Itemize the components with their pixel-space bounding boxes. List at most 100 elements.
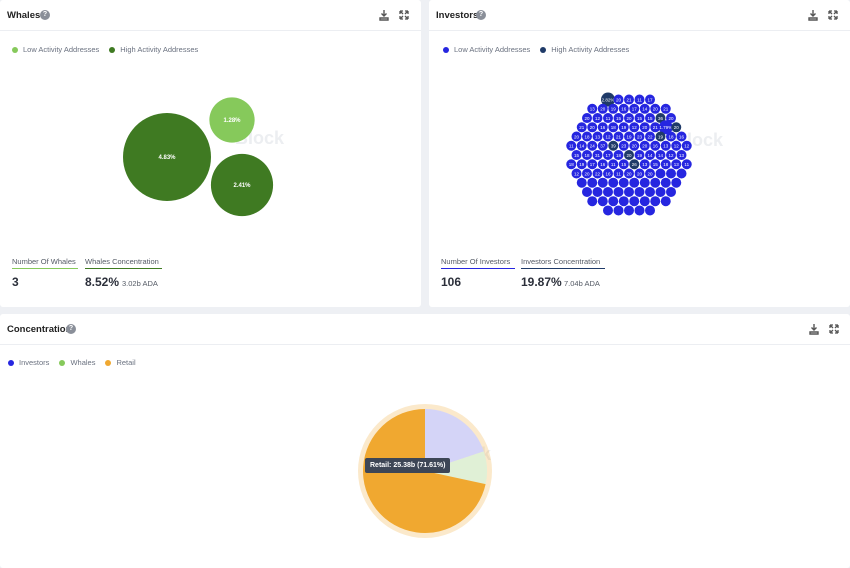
investor-bubble[interactable] xyxy=(618,196,629,207)
pie-slice-investors[interactable] xyxy=(425,409,484,471)
investor-bubble[interactable] xyxy=(634,168,645,179)
investor-bubble[interactable] xyxy=(618,122,629,133)
investor-bubble[interactable] xyxy=(639,177,650,188)
investor-bubble[interactable] xyxy=(666,131,676,142)
investor-bubble[interactable] xyxy=(634,131,645,142)
investor-bubble[interactable] xyxy=(650,122,661,133)
investor-bubble[interactable] xyxy=(576,177,587,188)
investor-bubble[interactable] xyxy=(576,140,587,151)
investor-bubble[interactable] xyxy=(660,103,671,114)
investor-bubble[interactable] xyxy=(660,196,671,207)
legend-item-high-activity[interactable]: High Activity Addresses xyxy=(540,45,629,54)
investor-bubble[interactable] xyxy=(629,122,640,133)
investor-bubble[interactable] xyxy=(603,113,613,124)
investor-bubble[interactable] xyxy=(592,150,603,160)
legend-item-high-activity[interactable]: High Activity Addresses xyxy=(109,45,198,54)
investor-bubble[interactable] xyxy=(639,196,650,207)
download-icon[interactable] xyxy=(807,9,819,21)
investor-bubble[interactable] xyxy=(650,159,661,170)
investor-bubble[interactable] xyxy=(634,94,645,105)
legend-item-whales[interactable]: Whales xyxy=(59,358,95,367)
investor-bubble[interactable] xyxy=(571,131,582,142)
investor-bubble[interactable] xyxy=(671,122,682,133)
investor-bubble[interactable] xyxy=(613,150,624,160)
investor-bubble[interactable] xyxy=(608,103,619,114)
investor-bubble[interactable] xyxy=(608,122,619,133)
investor-bubble[interactable] xyxy=(613,168,624,179)
investor-bubble[interactable] xyxy=(681,159,692,170)
investor-bubble[interactable] xyxy=(571,168,582,179)
whale-bubble[interactable] xyxy=(210,153,274,217)
investor-bubble[interactable] xyxy=(613,131,624,142)
investor-bubble[interactable] xyxy=(571,150,582,160)
investor-bubble[interactable] xyxy=(624,205,634,216)
investor-bubble[interactable] xyxy=(624,168,634,179)
investor-bubble[interactable] xyxy=(650,177,661,188)
investor-bubble[interactable] xyxy=(603,168,613,179)
investor-bubble[interactable] xyxy=(655,113,666,124)
investor-bubble[interactable] xyxy=(650,103,661,114)
legend-item-low-activity[interactable]: Low Activity Addresses xyxy=(12,45,99,54)
investor-bubble[interactable] xyxy=(624,186,634,197)
investor-bubble[interactable] xyxy=(618,159,629,170)
investor-bubble[interactable] xyxy=(671,177,682,188)
legend-item-retail[interactable]: Retail xyxy=(105,358,136,367)
investor-bubble[interactable] xyxy=(587,140,598,151)
expand-icon[interactable] xyxy=(828,323,840,335)
help-icon[interactable]: ? xyxy=(40,10,50,20)
investor-bubble[interactable] xyxy=(660,159,671,170)
investor-bubble[interactable] xyxy=(660,140,671,151)
investor-bubble[interactable] xyxy=(576,159,587,170)
investor-bubble[interactable] xyxy=(645,94,655,105)
investor-bubble[interactable] xyxy=(624,150,634,160)
investor-bubble[interactable] xyxy=(597,159,608,170)
investor-bubble[interactable] xyxy=(613,205,624,216)
investor-bubble[interactable] xyxy=(592,131,603,142)
investor-bubble[interactable] xyxy=(639,140,650,151)
investor-bubble[interactable] xyxy=(629,103,640,114)
investor-bubble[interactable] xyxy=(608,140,619,151)
investor-bubble[interactable] xyxy=(608,159,619,170)
investor-bubble[interactable] xyxy=(645,131,655,142)
investor-bubble[interactable] xyxy=(603,205,613,216)
investor-bubble[interactable] xyxy=(650,196,661,207)
investor-bubble[interactable] xyxy=(576,122,587,133)
investor-bubble[interactable] xyxy=(566,140,577,151)
help-icon[interactable]: ? xyxy=(476,10,486,20)
investor-bubble[interactable] xyxy=(603,186,613,197)
investor-bubble[interactable] xyxy=(655,186,666,197)
download-icon[interactable] xyxy=(808,323,820,335)
investor-bubble[interactable] xyxy=(660,177,671,188)
whale-bubble[interactable] xyxy=(209,97,255,143)
expand-icon[interactable] xyxy=(827,9,839,21)
investor-bubble[interactable] xyxy=(639,103,650,114)
investor-bubble[interactable] xyxy=(629,196,640,207)
investor-bubble[interactable] xyxy=(582,186,592,197)
investor-bubble[interactable] xyxy=(566,159,577,170)
investor-bubble[interactable] xyxy=(624,94,634,105)
investor-bubble[interactable] xyxy=(613,94,624,105)
investor-bubble[interactable] xyxy=(582,131,592,142)
legend-item-low-activity[interactable]: Low Activity Addresses xyxy=(443,45,530,54)
investor-bubble[interactable] xyxy=(597,196,608,207)
investor-bubble[interactable] xyxy=(597,103,608,114)
investor-bubble[interactable] xyxy=(666,186,676,197)
investor-bubble[interactable] xyxy=(666,150,676,160)
investor-bubble[interactable] xyxy=(655,168,666,179)
investor-bubble[interactable] xyxy=(587,103,598,114)
investor-bubble[interactable] xyxy=(666,168,676,179)
legend-item-investors[interactable]: Investors xyxy=(8,358,49,367)
investor-bubble[interactable] xyxy=(634,150,645,160)
investor-bubble[interactable] xyxy=(618,177,629,188)
investor-bubble[interactable] xyxy=(603,150,613,160)
investor-bubble[interactable] xyxy=(671,140,682,151)
investor-bubble[interactable] xyxy=(676,150,687,160)
investor-bubble[interactable] xyxy=(655,150,666,160)
investor-bubble[interactable] xyxy=(608,196,619,207)
investor-bubble[interactable] xyxy=(603,131,613,142)
investor-bubble[interactable] xyxy=(634,186,645,197)
investor-bubble[interactable] xyxy=(624,131,634,142)
investor-bubble[interactable] xyxy=(601,92,615,107)
investor-bubble[interactable] xyxy=(645,186,655,197)
investor-bubble[interactable] xyxy=(587,159,598,170)
